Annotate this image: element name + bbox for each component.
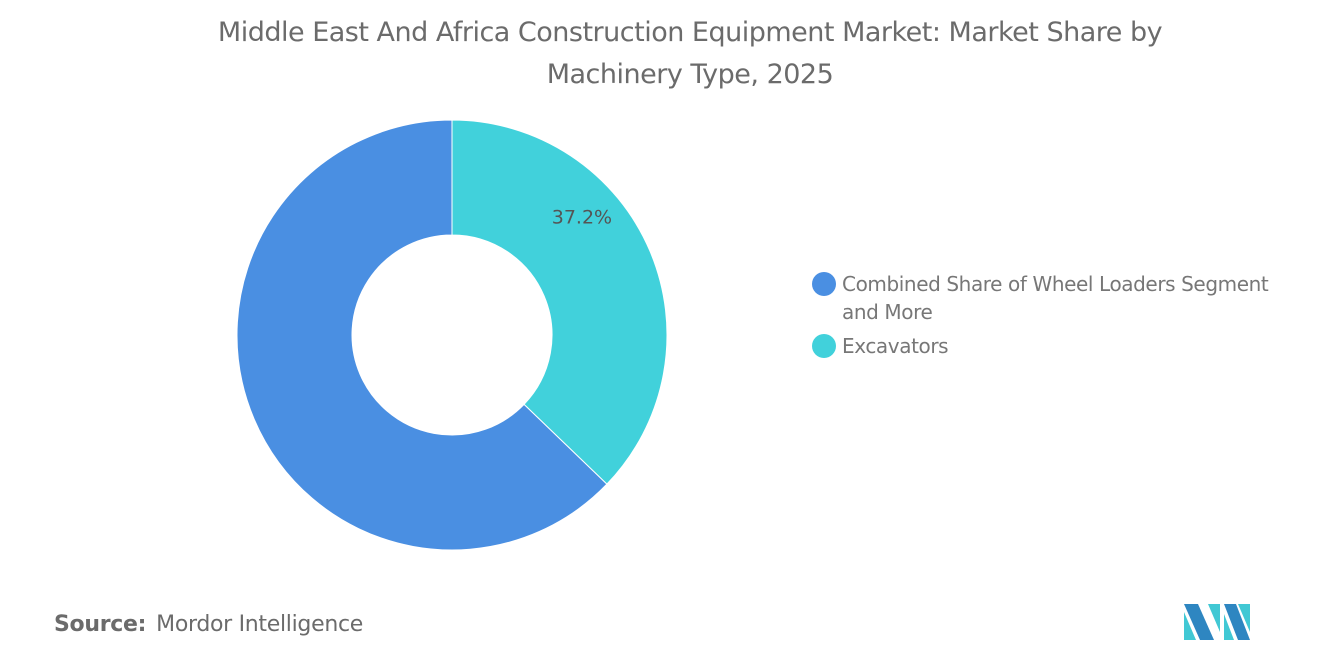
title-line-1: Middle East And Africa Construction Equi…	[217, 17, 1163, 48]
mordor-intelligence-logo	[1184, 604, 1250, 640]
source-label: Source:	[54, 612, 147, 637]
source: Source: Mordor Intelligence	[54, 612, 363, 637]
chart-title: Middle East And Africa Construction Equi…	[0, 12, 1320, 96]
legend-item-excavators[interactable]: Excavators	[812, 332, 1302, 360]
legend-swatch	[812, 334, 836, 358]
legend: Combined Share of Wheel Loaders Segment …	[812, 270, 1302, 366]
legend-item-wheel-loaders[interactable]: Combined Share of Wheel Loaders Segment …	[812, 270, 1302, 326]
legend-label: Excavators	[842, 334, 949, 358]
title-line-2: Machinery Type, 2025	[546, 59, 834, 90]
source-value: Mordor Intelligence	[156, 612, 364, 637]
data-label: 37.2%	[552, 206, 612, 228]
legend-swatch	[812, 272, 836, 296]
legend-label: Combined Share of Wheel Loaders Segment …	[842, 272, 1269, 324]
slice-excavators[interactable]	[451, 119, 668, 485]
slice-combined-share-of-wheel-loaders-segment-and-more[interactable]	[236, 119, 608, 551]
